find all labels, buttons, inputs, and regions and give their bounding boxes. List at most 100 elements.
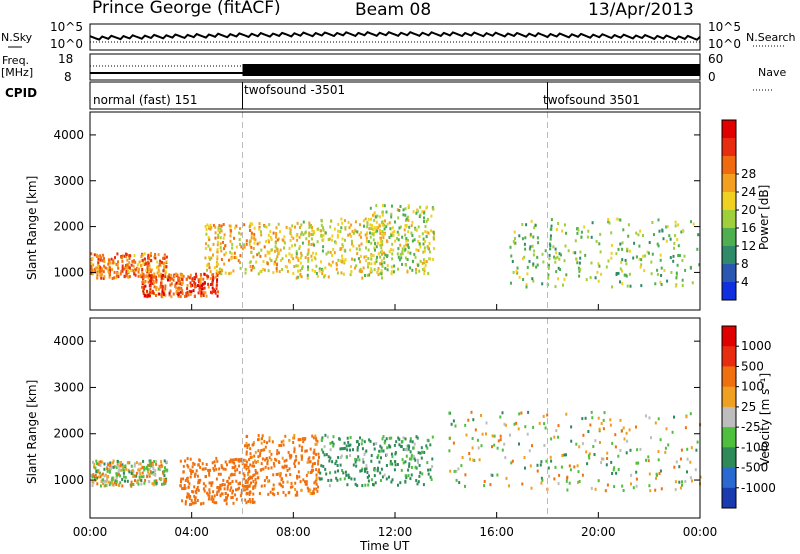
echo-cell bbox=[110, 257, 113, 261]
xtick-label: 16:00 bbox=[479, 525, 514, 539]
echo-cell bbox=[296, 490, 299, 494]
echo-cell bbox=[532, 279, 535, 283]
echo-cell bbox=[677, 254, 680, 257]
echo-cell bbox=[530, 486, 533, 490]
echo-cell bbox=[374, 228, 377, 232]
echo-cell bbox=[515, 421, 518, 425]
colorbar-tick-label: 28 bbox=[741, 167, 756, 181]
echo-cell bbox=[107, 270, 110, 274]
echo-cell bbox=[657, 417, 660, 421]
echo-cell bbox=[548, 474, 551, 478]
echo-cell bbox=[291, 485, 294, 489]
echo-cell bbox=[409, 450, 412, 454]
echo-cell bbox=[676, 238, 679, 242]
echo-cell bbox=[423, 246, 426, 250]
echo-cell bbox=[572, 251, 575, 255]
echo-cell bbox=[233, 466, 236, 470]
echo-cell bbox=[625, 451, 628, 455]
echo-cell bbox=[306, 253, 309, 256]
echo-cell bbox=[629, 284, 632, 288]
echo-cell bbox=[394, 460, 397, 464]
echo-cell bbox=[90, 252, 93, 256]
colorbar-swatch bbox=[722, 246, 736, 265]
echo-cell bbox=[198, 481, 201, 484]
echo-cell bbox=[640, 258, 643, 262]
echo-cell bbox=[481, 432, 484, 436]
echo-cell bbox=[216, 459, 219, 463]
echo-cell bbox=[208, 473, 211, 477]
echo-cell bbox=[275, 458, 278, 462]
echo-cell bbox=[418, 269, 421, 273]
echo-cell bbox=[391, 252, 394, 256]
echo-cell bbox=[656, 242, 659, 246]
echo-cell bbox=[231, 246, 234, 250]
echo-cell bbox=[626, 249, 629, 253]
echo-cell bbox=[115, 480, 118, 483]
echo-cell bbox=[300, 251, 303, 255]
echo-cell bbox=[635, 477, 638, 481]
echo-cell bbox=[219, 487, 222, 491]
echo-cell bbox=[404, 479, 407, 483]
echo-cell bbox=[195, 272, 197, 276]
echo-cell bbox=[93, 465, 95, 469]
echo-cell bbox=[615, 471, 618, 475]
echo-cell bbox=[544, 426, 547, 430]
echo-cell bbox=[337, 222, 340, 226]
echo-cell bbox=[288, 226, 291, 230]
echo-cell bbox=[202, 287, 205, 291]
echo-cell bbox=[343, 446, 346, 450]
echo-cell bbox=[363, 452, 366, 456]
echo-cell bbox=[499, 415, 502, 419]
echo-cell bbox=[315, 264, 318, 268]
echo-cell bbox=[391, 257, 394, 261]
echo-cell bbox=[295, 250, 298, 254]
echo-cell bbox=[133, 254, 136, 257]
echo-cell bbox=[245, 501, 248, 505]
echo-cell bbox=[245, 435, 248, 439]
echo-cell bbox=[458, 481, 461, 485]
echo-cell bbox=[144, 257, 146, 261]
echo-cell bbox=[655, 476, 657, 480]
echo-cell bbox=[122, 465, 125, 469]
echo-cell bbox=[621, 247, 624, 251]
echo-cell bbox=[606, 457, 609, 460]
echo-cell bbox=[419, 451, 422, 455]
echo-cell bbox=[346, 448, 349, 452]
echo-cell bbox=[247, 443, 250, 447]
echo-cell bbox=[285, 254, 288, 258]
echo-cell bbox=[307, 259, 310, 263]
echo-cell bbox=[625, 274, 628, 278]
echo-cell bbox=[660, 283, 663, 286]
echo-cell bbox=[375, 442, 378, 445]
echo-cell bbox=[657, 218, 660, 222]
echo-cell bbox=[268, 257, 271, 261]
echo-cell bbox=[259, 270, 262, 274]
echo-cell bbox=[167, 275, 170, 279]
echo-cell bbox=[404, 247, 407, 251]
echo-cell bbox=[536, 255, 539, 259]
echo-cell bbox=[399, 252, 402, 256]
echo-cell bbox=[223, 233, 226, 237]
echo-cell bbox=[632, 486, 635, 490]
echo-cell bbox=[108, 470, 111, 474]
echo-cell bbox=[216, 257, 219, 261]
echo-cell bbox=[540, 460, 543, 464]
echo-cell bbox=[370, 262, 373, 266]
echo-cell bbox=[341, 237, 344, 241]
echo-cell bbox=[421, 472, 424, 476]
echo-cell bbox=[361, 276, 364, 280]
echo-cell bbox=[124, 265, 127, 269]
echo-cell bbox=[202, 294, 205, 297]
echo-cell bbox=[433, 247, 435, 251]
echo-cell bbox=[197, 291, 200, 295]
echo-cell bbox=[184, 486, 187, 490]
echo-cell bbox=[276, 449, 279, 453]
echo-cell bbox=[308, 234, 311, 238]
echo-cell bbox=[267, 238, 270, 242]
echo-cell bbox=[141, 471, 144, 475]
echo-cell bbox=[561, 454, 564, 457]
echo-cell bbox=[469, 457, 472, 461]
echo-cell bbox=[250, 231, 253, 235]
echo-cell bbox=[422, 267, 425, 271]
